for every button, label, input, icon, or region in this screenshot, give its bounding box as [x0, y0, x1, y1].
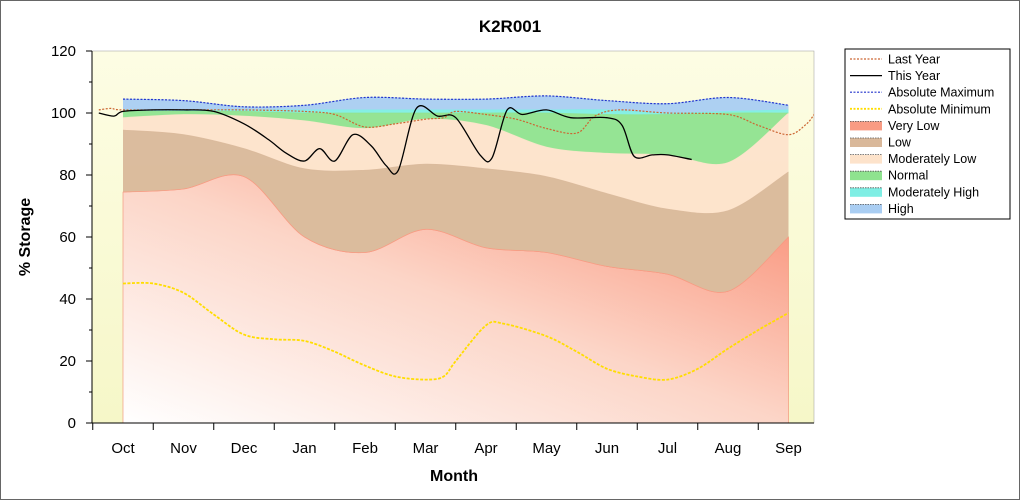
legend-item-very-low: Very Low	[850, 119, 940, 133]
x-axis-label: Month	[430, 468, 478, 485]
legend-item-moderately-low: Moderately Low	[850, 152, 977, 166]
legend: Last Year This Year Absolute Maximum Absolu…	[844, 48, 1011, 220]
y-tick-label: 40	[59, 291, 76, 308]
legend-item-high: High	[850, 202, 914, 216]
legend-swatch	[850, 171, 882, 181]
legend-label: Absolute Maximum	[888, 86, 994, 100]
x-tick-label: Jul	[658, 440, 677, 457]
x-tick-label: Aug	[715, 440, 742, 457]
x-tick-label: Jan	[292, 440, 316, 457]
legend-item-absolute-maximum: Absolute Maximum	[850, 86, 994, 100]
y-tick-label: 100	[51, 105, 76, 122]
line-absolute-minimum	[122, 281, 789, 381]
line-absolute-maximum	[122, 95, 789, 108]
x-tick-label: Jun	[595, 440, 619, 457]
x-tick-label: Mar	[413, 440, 439, 457]
legend-swatch	[850, 204, 882, 214]
x-tick-label: Feb	[352, 440, 378, 457]
legend-label: Low	[888, 136, 912, 150]
y-axis-label: % Storage	[17, 198, 34, 276]
legend-item-normal: Normal	[850, 169, 928, 183]
legend-swatch	[850, 138, 882, 147]
legend-label: Normal	[888, 169, 928, 183]
x-tick-label: May	[532, 440, 561, 457]
band-high	[123, 95, 789, 114]
y-tick-label: 20	[59, 353, 76, 370]
legend-item-absolute-minimum: Absolute Minimum	[850, 102, 991, 116]
band-edge-very-low	[122, 174, 789, 293]
legend-label: Last Year	[888, 53, 940, 67]
y-tick-label: 80	[59, 167, 76, 184]
legend-swatch	[850, 187, 882, 197]
band-moderately-low	[123, 113, 789, 214]
y-ticks: 0 20 40 60 80 100 120	[51, 43, 92, 432]
y-tick-label: 0	[68, 415, 76, 432]
x-tick-label: Sep	[775, 440, 802, 457]
legend-label: This Year	[888, 69, 940, 83]
legend-swatch	[850, 121, 882, 131]
legend-label: Moderately High	[888, 185, 979, 199]
legend-item-last-year: Last Year	[850, 53, 940, 67]
y-tick-label: 60	[59, 229, 76, 246]
band-edge-low	[122, 129, 789, 214]
y-tick-label: 120	[51, 43, 76, 60]
lines-layer	[98, 95, 814, 381]
legend-item-low: Low	[850, 136, 912, 150]
band-low	[123, 130, 789, 293]
legend-label: High	[888, 202, 914, 216]
legend-label: Very Low	[888, 119, 940, 133]
legend-item-this-year: This Year	[850, 69, 940, 83]
x-tick-label: Oct	[111, 440, 135, 457]
legend-swatch	[850, 154, 882, 164]
legend-label: Absolute Minimum	[888, 102, 991, 116]
band-edge-normal	[123, 110, 789, 116]
chart-title: K2R001	[479, 17, 541, 36]
x-tick-label: Nov	[170, 440, 197, 457]
x-tick-label: Apr	[474, 440, 497, 457]
legend-item-moderately-high: Moderately High	[850, 185, 979, 199]
x-ticks: Oct Nov Dec Jan Feb Mar Apr May Jun Jul Aug Sep	[92, 423, 802, 457]
legend-label: Moderately Low	[888, 152, 977, 166]
line-this-year	[98, 105, 692, 175]
line-last-year	[98, 107, 814, 136]
x-tick-label: Dec	[231, 440, 258, 457]
